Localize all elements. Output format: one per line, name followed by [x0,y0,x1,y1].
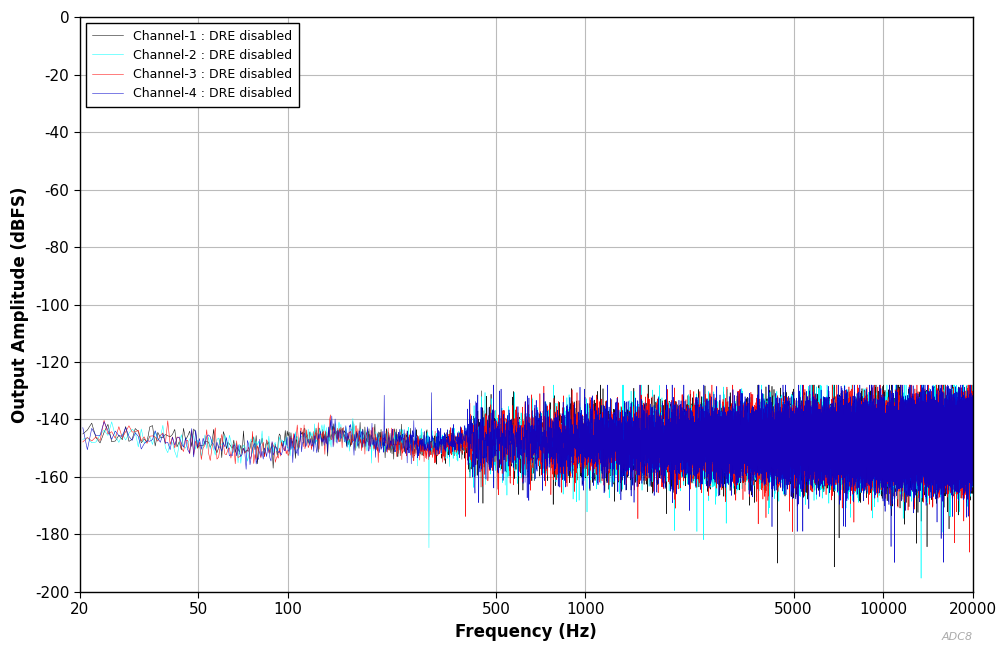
Channel-1 : DRE disabled: (1.63e+04, -159): DRE disabled: (1.63e+04, -159) [940,471,953,479]
Y-axis label: Output Amplitude (dBFS): Output Amplitude (dBFS) [11,186,29,422]
Channel-2 : DRE disabled: (781, -128): DRE disabled: (781, -128) [547,381,559,389]
Text: ADC8: ADC8 [941,632,973,642]
Line: Channel-2 : DRE disabled: Channel-2 : DRE disabled [83,385,973,578]
Channel-4 : DRE disabled: (2e+04, -137): DRE disabled: (2e+04, -137) [967,408,979,415]
Channel-3 : DRE disabled: (1.57e+04, -149): DRE disabled: (1.57e+04, -149) [935,442,948,450]
Line: Channel-1 : DRE disabled: Channel-1 : DRE disabled [83,385,973,567]
Channel-1 : DRE disabled: (6.85e+03, -191): DRE disabled: (6.85e+03, -191) [829,563,841,570]
Channel-1 : DRE disabled: (9.25e+03, -142): DRE disabled: (9.25e+03, -142) [867,422,879,430]
Channel-4 : DRE disabled: (1.09e+04, -190): DRE disabled: (1.09e+04, -190) [889,559,901,567]
Channel-3 : DRE disabled: (1.63e+04, -151): DRE disabled: (1.63e+04, -151) [940,446,953,454]
Channel-4 : DRE disabled: (3.52e+03, -149): DRE disabled: (3.52e+03, -149) [742,442,754,450]
Legend: Channel-1 : DRE disabled, Channel-2 : DRE disabled, Channel-3 : DRE disabled, Ch: Channel-1 : DRE disabled, Channel-2 : DR… [86,23,298,107]
Channel-2 : DRE disabled: (9.25e+03, -152): DRE disabled: (9.25e+03, -152) [867,449,879,456]
Channel-2 : DRE disabled: (2e+04, -142): DRE disabled: (2e+04, -142) [967,421,979,429]
Channel-1 : DRE disabled: (1.64e+04, -160): DRE disabled: (1.64e+04, -160) [940,473,953,481]
Line: Channel-3 : DRE disabled: Channel-3 : DRE disabled [83,385,973,552]
Channel-3 : DRE disabled: (9.25e+03, -158): DRE disabled: (9.25e+03, -158) [867,469,879,477]
Channel-4 : DRE disabled: (9.25e+03, -148): DRE disabled: (9.25e+03, -148) [867,439,879,447]
Channel-1 : DRE disabled: (1.12e+03, -128): DRE disabled: (1.12e+03, -128) [595,381,607,389]
Channel-4 : DRE disabled: (1.64e+04, -151): DRE disabled: (1.64e+04, -151) [940,447,953,454]
Channel-3 : DRE disabled: (1.53e+03, -128): DRE disabled: (1.53e+03, -128) [634,381,646,389]
X-axis label: Frequency (Hz): Frequency (Hz) [456,623,597,641]
Channel-3 : DRE disabled: (5.67e+03, -144): DRE disabled: (5.67e+03, -144) [803,426,815,434]
Channel-1 : DRE disabled: (1.57e+04, -142): DRE disabled: (1.57e+04, -142) [935,421,948,428]
Channel-4 : DRE disabled: (20.5, -143): DRE disabled: (20.5, -143) [77,424,89,432]
Channel-1 : DRE disabled: (20.5, -145): DRE disabled: (20.5, -145) [77,430,89,438]
Channel-2 : DRE disabled: (1.57e+04, -156): DRE disabled: (1.57e+04, -156) [935,462,948,469]
Channel-3 : DRE disabled: (3.52e+03, -148): DRE disabled: (3.52e+03, -148) [742,437,754,445]
Channel-2 : DRE disabled: (1.63e+04, -155): DRE disabled: (1.63e+04, -155) [940,458,953,466]
Channel-4 : DRE disabled: (1.63e+04, -145): DRE disabled: (1.63e+04, -145) [940,428,953,436]
Line: Channel-4 : DRE disabled: Channel-4 : DRE disabled [83,385,973,563]
Channel-2 : DRE disabled: (1.64e+04, -155): DRE disabled: (1.64e+04, -155) [940,459,953,467]
Channel-4 : DRE disabled: (491, -128): DRE disabled: (491, -128) [488,381,500,389]
Channel-1 : DRE disabled: (5.67e+03, -157): DRE disabled: (5.67e+03, -157) [803,464,815,472]
Channel-2 : DRE disabled: (5.67e+03, -144): DRE disabled: (5.67e+03, -144) [803,426,815,434]
Channel-1 : DRE disabled: (2e+04, -154): DRE disabled: (2e+04, -154) [967,455,979,463]
Channel-3 : DRE disabled: (2e+04, -145): DRE disabled: (2e+04, -145) [967,430,979,437]
Channel-3 : DRE disabled: (1.95e+04, -186): DRE disabled: (1.95e+04, -186) [964,548,976,556]
Channel-1 : DRE disabled: (3.52e+03, -148): DRE disabled: (3.52e+03, -148) [742,439,754,447]
Channel-3 : DRE disabled: (1.64e+04, -153): DRE disabled: (1.64e+04, -153) [940,452,953,460]
Channel-2 : DRE disabled: (20.5, -147): DRE disabled: (20.5, -147) [77,436,89,443]
Channel-4 : DRE disabled: (1.57e+04, -147): DRE disabled: (1.57e+04, -147) [935,436,948,444]
Channel-2 : DRE disabled: (3.52e+03, -141): DRE disabled: (3.52e+03, -141) [742,417,754,425]
Channel-3 : DRE disabled: (20.5, -148): DRE disabled: (20.5, -148) [77,438,89,446]
Channel-4 : DRE disabled: (5.67e+03, -138): DRE disabled: (5.67e+03, -138) [803,410,815,418]
Channel-2 : DRE disabled: (1.34e+04, -195): DRE disabled: (1.34e+04, -195) [915,574,927,582]
